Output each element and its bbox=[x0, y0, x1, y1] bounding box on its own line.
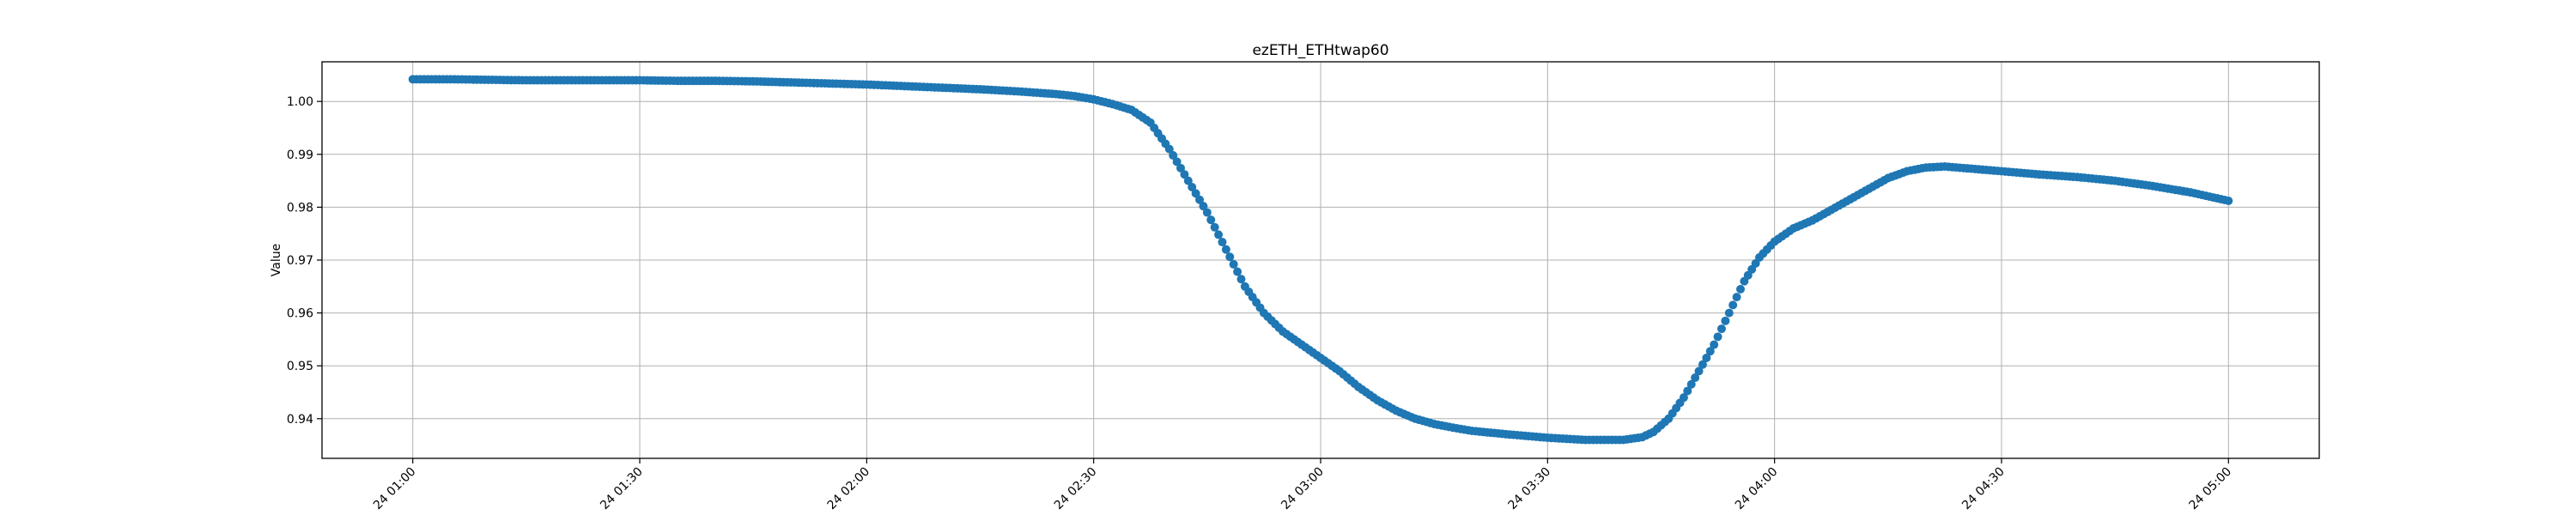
data-point bbox=[1735, 284, 1745, 294]
data-series bbox=[408, 75, 2233, 445]
chart-title: ezETH_ETHtwap60 bbox=[1252, 42, 1388, 59]
y-axis-label: Value bbox=[270, 244, 283, 276]
data-point bbox=[1199, 202, 1208, 211]
data-point bbox=[1236, 275, 1246, 284]
data-point bbox=[1721, 316, 1730, 325]
data-point bbox=[1702, 353, 1711, 362]
data-point bbox=[1705, 347, 1715, 356]
y-tick-label: 0.98 bbox=[287, 201, 313, 215]
data-point bbox=[1686, 379, 1696, 389]
data-point bbox=[1221, 245, 1230, 254]
data-point bbox=[1732, 293, 1741, 302]
data-point bbox=[1206, 215, 1216, 225]
y-tick-label: 1.00 bbox=[287, 95, 313, 109]
data-point bbox=[1229, 259, 1238, 269]
y-tick-label: 0.94 bbox=[287, 413, 313, 427]
y-tick-label: 0.97 bbox=[287, 254, 313, 268]
data-point bbox=[1183, 176, 1193, 185]
data-point bbox=[1202, 208, 1212, 217]
y-tick-label: 0.96 bbox=[287, 307, 313, 321]
data-point bbox=[1716, 324, 1726, 334]
data-point bbox=[1169, 151, 1178, 161]
data-point bbox=[1694, 367, 1704, 376]
data-point bbox=[1188, 182, 1197, 191]
data-point bbox=[1728, 300, 1738, 310]
data-point bbox=[1191, 189, 1200, 198]
data-point bbox=[1698, 360, 1707, 369]
data-point bbox=[1180, 170, 1189, 179]
data-point bbox=[1210, 222, 1219, 232]
y-tick-label: 0.99 bbox=[287, 148, 313, 162]
y-axis: 0.94 0.95 0.96 0.97 0.98 0.99 1.00 bbox=[287, 95, 322, 427]
data-point bbox=[1225, 252, 1235, 262]
data-point bbox=[1176, 163, 1186, 173]
data-point bbox=[1172, 157, 1182, 167]
grid bbox=[322, 62, 2319, 458]
data-point bbox=[1713, 332, 1722, 342]
data-point bbox=[1218, 238, 1227, 247]
y-tick-label: 0.95 bbox=[287, 360, 313, 373]
data-point bbox=[1214, 230, 1224, 239]
data-point bbox=[1683, 386, 1692, 396]
data-point bbox=[1724, 308, 1734, 318]
data-point bbox=[1164, 144, 1174, 154]
data-point bbox=[1679, 393, 1688, 403]
data-point bbox=[1233, 267, 1242, 276]
data-point bbox=[2224, 197, 2233, 206]
data-point bbox=[1195, 195, 1205, 204]
data-point bbox=[1691, 373, 1700, 383]
data-point bbox=[1710, 340, 1719, 349]
